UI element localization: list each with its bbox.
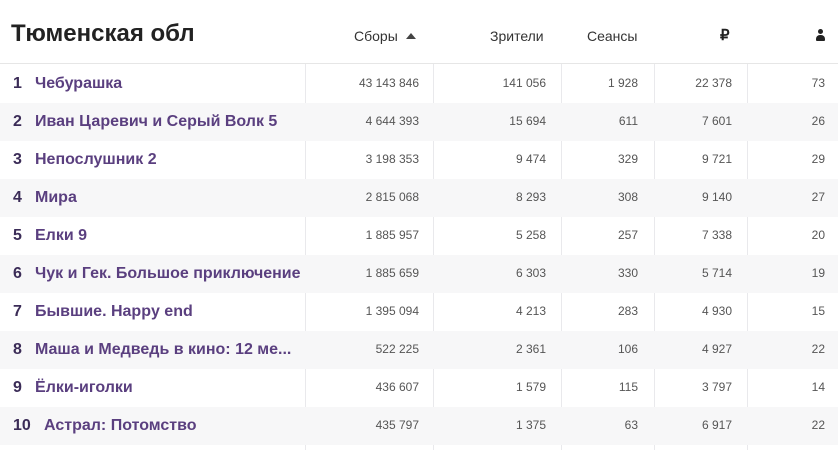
zriteli-value: 8 293 [515,190,546,204]
table-row[interactable]: 1 Чебурашка 43 143 846 141 056 1 928 22 … [0,65,838,103]
rank: 9 [13,379,22,396]
sbory-value: 1 885 957 [365,228,419,242]
per-session-value: 5 714 [701,266,732,280]
per-person-value: 29 [811,152,825,166]
film-title-link[interactable]: Иван Царевич и Серый Волк 5 [35,113,278,130]
seansy-value: 329 [617,152,638,166]
table-row[interactable]: 4 Мира 2 815 068 8 293 308 9 140 27 [0,179,838,217]
rank: 5 [13,227,22,244]
film-title-link[interactable]: Непослушник 2 [35,151,157,168]
zriteli-value: 141 056 [502,76,546,90]
film-title-link[interactable]: Елки 9 [35,227,88,244]
per-person-value: 73 [811,76,825,90]
person-icon [815,29,826,42]
sort-ascending-icon [405,33,416,39]
zriteli-value: 15 694 [509,114,546,128]
rank: 3 [13,151,22,168]
sbory-value: 2 815 068 [365,190,419,204]
per-session-value: 4 930 [701,304,732,318]
seansy-value: 257 [617,228,638,242]
film-title-link[interactable]: Астрал: Потомство [44,417,197,434]
per-session-value: 6 917 [701,418,732,432]
per-person-value: 22 [811,342,825,356]
per-person-header[interactable] [815,29,826,45]
table-row[interactable]: 5 Елки 9 1 885 957 5 258 257 7 338 20 [0,217,838,255]
per-session-value: 7 601 [701,114,732,128]
sort-by-sbory-header[interactable]: Сборы [354,28,416,44]
sbory-header-label: Сборы [354,28,398,44]
ruble-icon: ₽ [720,27,730,44]
sbory-value: 43 143 846 [358,76,419,90]
per-person-value: 27 [811,190,825,204]
zriteli-value: 1 579 [515,380,546,394]
per-person-value: 14 [811,380,825,394]
sbory-value: 1 885 659 [365,266,419,280]
per-session-header[interactable]: ₽ [720,26,730,44]
table-row[interactable]: 10 Астрал: Потомство 435 797 1 375 63 6 … [0,407,838,445]
seansy-header[interactable]: Сеансы [587,28,638,44]
per-person-value: 22 [811,418,825,432]
table-row[interactable]: 7 Бывшие. Happy end 1 395 094 4 213 283 … [0,293,838,331]
film-title-link[interactable]: Маша и Медведь в кино: 12 ме... [35,341,292,358]
table-row[interactable]: 3 Непослушник 2 3 198 353 9 474 329 9 72… [0,141,838,179]
seansy-value: 611 [618,114,638,128]
table-row[interactable]: 8 Маша и Медведь в кино: 12 ме... 522 22… [0,331,838,369]
rank: 7 [13,303,22,320]
zriteli-value: 6 303 [515,266,546,280]
per-session-value: 9 721 [701,152,732,166]
region-title: Тюменская обл [11,20,195,47]
zriteli-value: 4 213 [515,304,546,318]
table-header: Тюменская обл Сборы Зрители Сеансы ₽ [0,0,838,64]
sbory-value: 435 797 [375,418,419,432]
table-row[interactable]: 6 Чук и Гек. Большое приключение 1 885 6… [0,255,838,293]
zriteli-value: 2 361 [515,342,546,356]
rank: 8 [13,341,22,358]
per-person-value: 20 [811,228,825,242]
per-person-value: 19 [811,266,825,280]
per-person-value: 15 [811,304,825,318]
seansy-value: 115 [618,380,638,394]
sbory-value: 4 644 393 [365,114,419,128]
per-session-value: 7 338 [701,228,732,242]
sbory-value: 522 225 [375,342,419,356]
rank: 10 [13,417,31,434]
per-session-value: 3 797 [701,380,732,394]
sbory-value: 3 198 353 [365,152,419,166]
seansy-value: 330 [617,266,638,280]
zriteli-value: 9 474 [515,152,546,166]
seansy-value: 63 [624,418,638,432]
film-title-link[interactable]: Чук и Гек. Большое приключение [35,265,301,282]
per-session-value: 4 927 [701,342,732,356]
seansy-value: 1 928 [607,76,638,90]
per-session-value: 9 140 [701,190,732,204]
rank: 1 [13,75,22,92]
zriteli-header[interactable]: Зрители [490,28,544,44]
seansy-value: 106 [617,342,638,356]
per-session-value: 22 378 [695,76,732,90]
sbory-value: 1 395 094 [365,304,419,318]
rank: 6 [13,265,22,282]
zriteli-value: 1 375 [515,418,546,432]
table-row[interactable]: 2 Иван Царевич и Серый Волк 5 4 644 393 … [0,103,838,141]
per-person-value: 26 [811,114,825,128]
film-title-link[interactable]: Бывшие. Happy end [35,303,193,320]
rank: 4 [13,189,22,206]
film-title-link[interactable]: Мира [35,189,77,206]
rank: 2 [13,113,22,130]
sbory-value: 436 607 [375,380,419,394]
table-row[interactable]: 9 Ёлки-иголки 436 607 1 579 115 3 797 14 [0,369,838,407]
zriteli-value: 5 258 [515,228,546,242]
film-title-link[interactable]: Чебурашка [35,75,123,92]
seansy-value: 308 [617,190,638,204]
seansy-value: 283 [617,304,638,318]
film-title-link[interactable]: Ёлки-иголки [35,379,133,396]
